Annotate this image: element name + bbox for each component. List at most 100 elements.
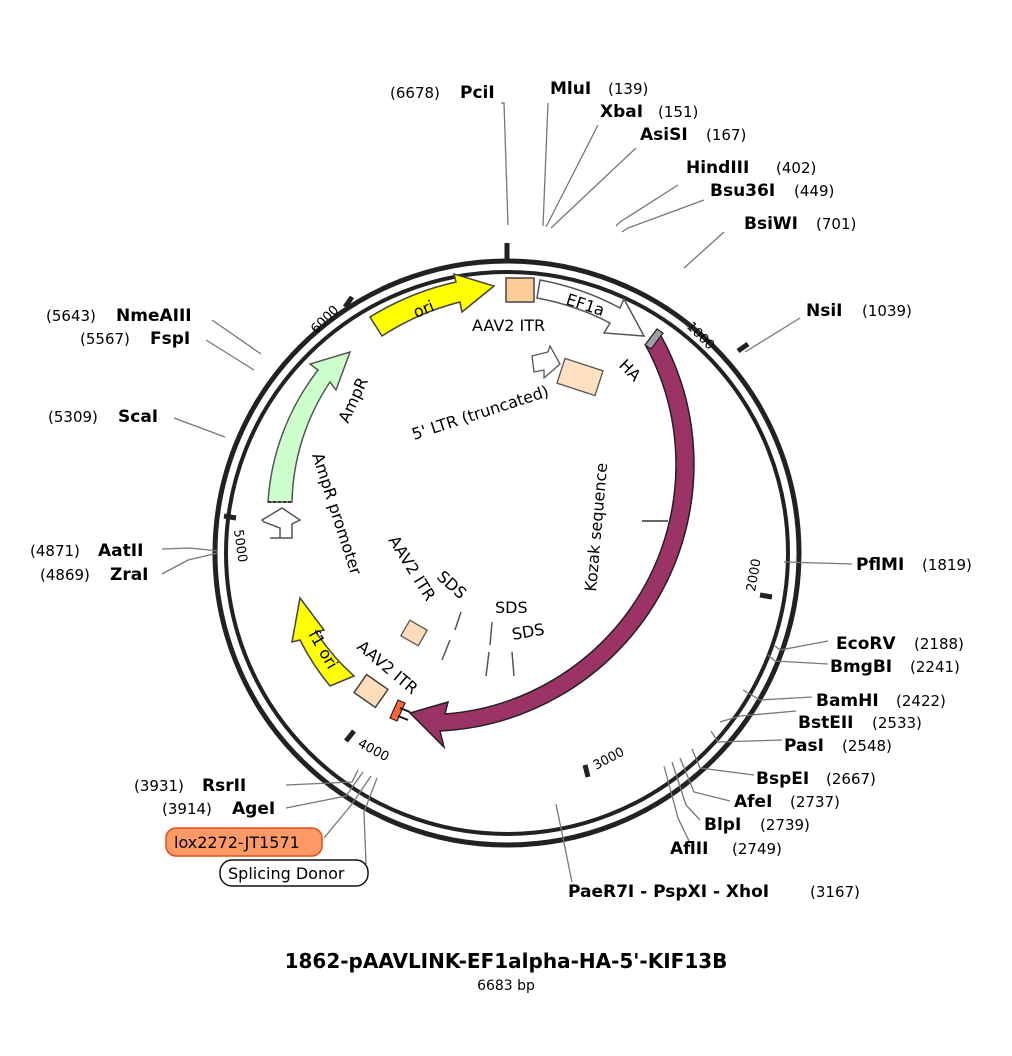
enzyme-pos: (4869) xyxy=(40,566,90,584)
tick-4000: 4000 xyxy=(355,736,391,765)
aav2-itr-top-label: AAV2 ITR xyxy=(472,316,545,335)
enzyme-name: ScaI xyxy=(118,407,158,427)
enzyme-pos: (1819) xyxy=(922,556,972,574)
enzyme-name: PasI xyxy=(784,736,824,756)
enzyme-pos: (2548) xyxy=(842,737,892,755)
sds-label-2: SDS xyxy=(495,598,528,617)
enzyme-name: MluI xyxy=(550,79,591,99)
kif13b-arrow[interactable] xyxy=(408,332,695,750)
enzyme-name: RsrII xyxy=(202,776,246,796)
ha-tag[interactable] xyxy=(644,328,664,350)
splicing-donor-box[interactable]: Splicing Donor xyxy=(219,859,369,887)
enzyme-name: BamHI xyxy=(816,691,879,711)
enzyme-name: AatII xyxy=(98,541,143,561)
enzyme-pos: (2667) xyxy=(826,770,876,788)
enzyme-name: EcoRV xyxy=(836,634,896,654)
f1ori-feature[interactable]: f1 ori xyxy=(291,596,356,687)
ampr-arrow[interactable] xyxy=(267,350,352,503)
enzyme-pos: (3167) xyxy=(810,883,860,901)
aav2-itr-mid-label: AAV2 ITR xyxy=(385,532,440,604)
lox-marker-2 xyxy=(397,715,409,721)
leader-lines xyxy=(161,102,853,883)
aav2-itr-box-bottom[interactable] xyxy=(352,673,390,709)
tick-2000: 2000 xyxy=(744,557,765,592)
sds-marker-3 xyxy=(489,621,493,646)
ef1a-arrow[interactable] xyxy=(536,279,646,337)
enzyme-pos: (2737) xyxy=(790,793,840,811)
enzyme-name: NsiI xyxy=(806,301,843,321)
aav2-itr-box-top[interactable] xyxy=(505,277,535,303)
ef1a-label: EF1a xyxy=(564,290,607,320)
enzyme-name: PaeR7I - PspXI - XhoI xyxy=(568,882,769,902)
ampr-promoter-label: AmpR promoter xyxy=(308,450,365,577)
enzyme-name: BspEI xyxy=(756,769,809,789)
ltr-box[interactable] xyxy=(556,357,604,397)
plasmid-title: 1862-pAAVLINK-EF1alpha-HA-5'-KIF13B xyxy=(285,949,728,973)
enzyme-name: AflII xyxy=(670,839,708,859)
enzyme-pos: (5567) xyxy=(80,330,130,348)
sds-marker-1 xyxy=(441,639,451,661)
enzyme-name: PflMI xyxy=(856,555,904,575)
enzyme-name: AfeI xyxy=(734,792,772,812)
splicing-donor-label: Splicing Donor xyxy=(228,864,345,883)
plasmid-size: 6683 bp xyxy=(477,978,535,994)
sds-marker-5 xyxy=(511,651,515,677)
kif13b-label: KIF13B xyxy=(674,602,711,661)
tick-3000: 3000 xyxy=(591,745,627,774)
ltr-label: 5' LTR (truncated) xyxy=(409,382,551,444)
enzyme-name: BstEII xyxy=(798,713,853,733)
enzyme-name: AgeI xyxy=(232,799,275,819)
tick-mark-1000 xyxy=(736,341,750,354)
tick-6000: 6000 xyxy=(308,303,342,337)
enzyme-pos: (4871) xyxy=(30,542,80,560)
aav2-itr-box-mid[interactable] xyxy=(399,619,429,647)
enzyme-name: NmeAIII xyxy=(116,306,192,326)
lox-label: lox2272-JT1571 xyxy=(174,833,300,852)
enzyme-name: BsiWI xyxy=(744,214,798,234)
enzyme-name: PciI xyxy=(460,83,495,103)
enzyme-pos: (3931) xyxy=(134,777,184,795)
sds-label-3: SDS xyxy=(510,620,545,644)
tick-mark-6000 xyxy=(342,295,355,309)
enzyme-name: HindIII xyxy=(686,158,749,178)
enzyme-pos: (2739) xyxy=(760,816,810,834)
enzyme-pos: (2533) xyxy=(872,714,922,732)
sds-marker-4 xyxy=(485,651,490,677)
tick-mark-3000 xyxy=(582,764,591,778)
tick-mark-5000 xyxy=(223,513,237,521)
enzyme-pos: (2188) xyxy=(914,635,964,653)
enzyme-name: FspI xyxy=(150,329,190,349)
enzyme-pos: (2422) xyxy=(896,692,946,710)
enzyme-name: BlpI xyxy=(704,815,741,835)
enzyme-labels: (6678) PciI MluI (139) XbaI (151) AsiSI … xyxy=(30,79,972,902)
ori-arrow[interactable] xyxy=(368,272,496,338)
enzyme-pos: (2241) xyxy=(910,658,960,676)
enzyme-name: Bsu36I xyxy=(710,181,775,201)
kif13b-feature[interactable]: KIF13B xyxy=(408,332,711,750)
ampr-label: AmpR xyxy=(334,374,371,425)
lox-box[interactable]: lox2272-JT1571 xyxy=(165,827,323,857)
tick-5000: 5000 xyxy=(230,528,249,563)
enzyme-pos: (5309) xyxy=(48,408,98,426)
enzyme-pos: (449) xyxy=(794,182,834,200)
ltr-open-arrow[interactable] xyxy=(531,344,561,380)
lox-site[interactable] xyxy=(389,699,406,722)
enzyme-pos: (6678) xyxy=(390,84,440,102)
lox-marker-1 xyxy=(399,707,411,713)
enzyme-pos: (701) xyxy=(816,215,856,233)
enzyme-pos: (139) xyxy=(608,80,648,98)
kozak-label: Kozak sequence xyxy=(581,462,611,592)
tick-mark-2000 xyxy=(759,592,773,600)
f1-ori-arrow[interactable] xyxy=(291,596,356,687)
enzyme-pos: (5643) xyxy=(46,307,96,325)
ha-label: HA xyxy=(615,355,645,385)
ticks xyxy=(223,243,773,778)
enzyme-pos: (167) xyxy=(706,126,746,144)
enzyme-pos: (151) xyxy=(658,103,698,121)
ampr-promoter-arrow[interactable] xyxy=(260,507,302,539)
enzyme-pos: (3914) xyxy=(162,800,212,818)
tick-mark-4000 xyxy=(344,729,356,743)
sds-label-1: SDS xyxy=(433,567,470,603)
enzyme-name: ZraI xyxy=(110,565,149,585)
